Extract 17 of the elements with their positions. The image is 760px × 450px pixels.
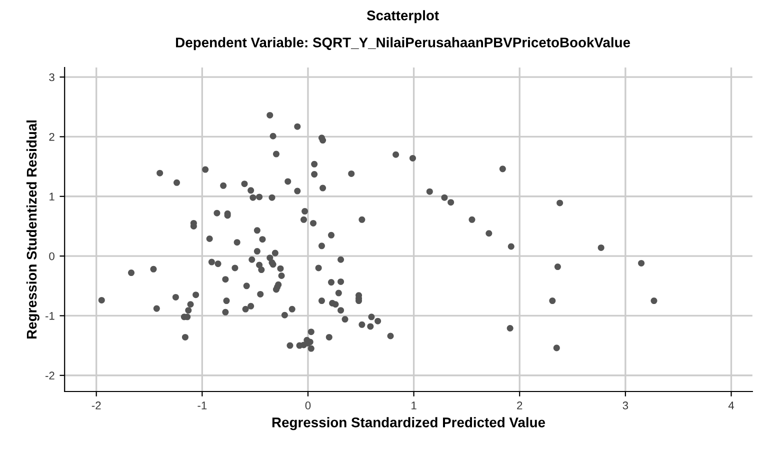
y-tick-label: -1 [45,312,54,320]
x-tick-label: 1 [412,402,416,410]
y-tick-label: 0 [49,252,54,260]
x-tick-label: 3 [622,402,628,410]
x-tick-label: 4 [728,402,734,410]
y-tick-label: 2 [49,132,54,141]
x-tick-label: 0 [305,402,311,410]
chart-title: Scatterplot [366,10,439,24]
y-axis-title: Regression Studentized Residual [26,120,40,339]
y-tick-label: 1 [50,192,54,200]
chart-subtitle: Dependent Variable: SQRT_Y_NilaiPerusahaanPBVPricetoBookValue [176,37,630,50]
y-tick-label: -2 [45,372,54,380]
x-axis-title: Regression Standardized Predicted Value [272,417,546,430]
x-tick-label: 2 [517,402,522,410]
y-tick-label: 3 [49,73,54,82]
x-tick-label: -2 [92,402,101,410]
x-tick-label: -1 [198,402,207,410]
